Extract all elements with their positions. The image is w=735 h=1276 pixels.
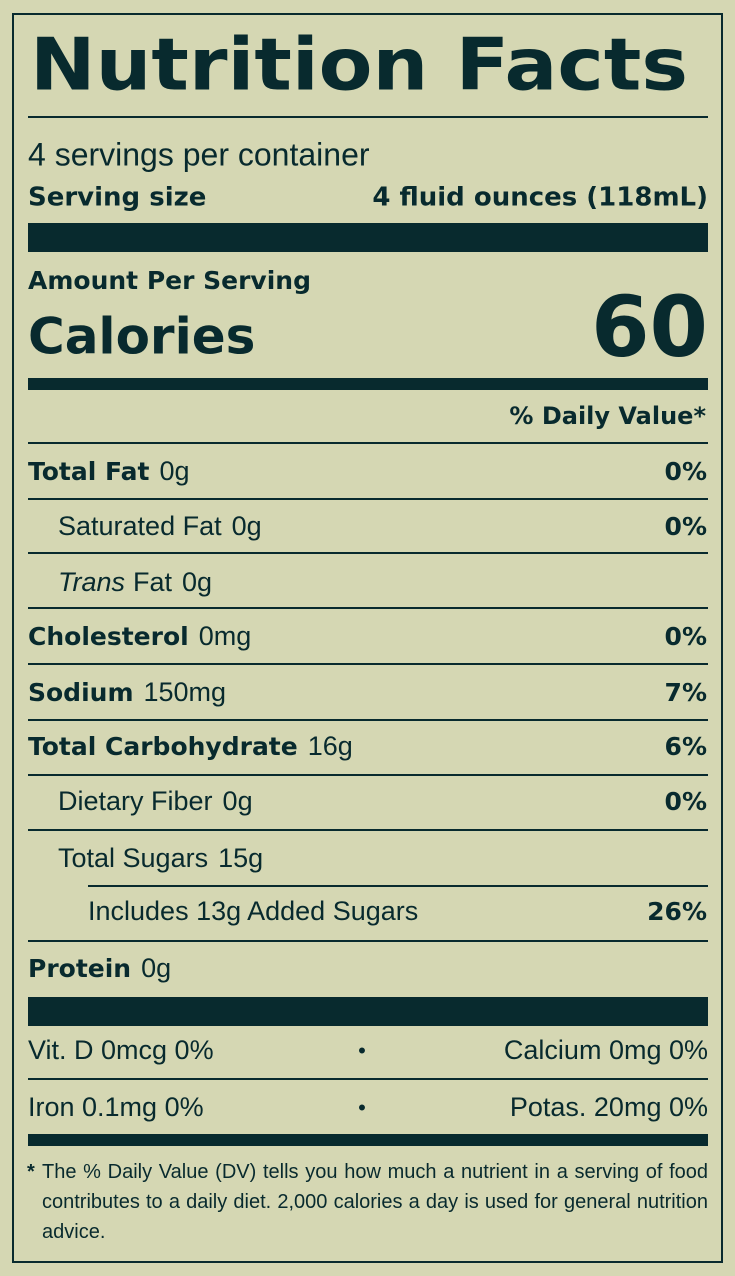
- serving-size-value: 4 fluid ounces (118mL): [372, 183, 708, 213]
- nutrient-amount: 16g: [308, 731, 353, 761]
- rule: [28, 552, 708, 554]
- nutrient-name: Cholesterol: [28, 622, 189, 651]
- servings: 4 servings per container: [28, 136, 370, 172]
- nutrient-amount: 0g: [141, 953, 171, 983]
- rule: [88, 885, 708, 887]
- footnote-marker: *: [27, 1161, 35, 1183]
- nutrient-name: Total Sugars: [58, 843, 208, 873]
- nutrient-name: Protein: [28, 954, 131, 983]
- nutrient-row: Saturated Fat 0g: [58, 511, 262, 541]
- thick-bar: [28, 223, 708, 252]
- nutrient-row: Includes 13g Added Sugars: [88, 896, 418, 926]
- nutrient-name: Sodium: [28, 678, 134, 707]
- daily-value-header: % Daily Value*: [509, 402, 706, 430]
- rule: [28, 607, 708, 609]
- daily-value: 6%: [665, 732, 707, 761]
- title: Nutrition Facts: [30, 23, 688, 107]
- rule: [28, 663, 708, 665]
- nutrient-name: Total Fat: [28, 457, 149, 486]
- nutrient-amount: 0g: [182, 567, 212, 597]
- medium-bar: [28, 1134, 708, 1146]
- nutrient-amount: 0g: [232, 511, 262, 541]
- nutrient-row: Protein 0g: [28, 953, 171, 983]
- vitamin-right: Potas. 20mg 0%: [510, 1092, 708, 1122]
- calories-label: Calories: [28, 308, 255, 366]
- daily-value: 7%: [665, 678, 707, 707]
- rule: [28, 1078, 708, 1080]
- rule: [28, 940, 708, 942]
- daily-value: 0%: [665, 457, 707, 486]
- nutrient-name-italic: Trans: [58, 567, 125, 597]
- nutrient-row: Trans Fat 0g: [58, 567, 212, 597]
- vitamin-left: Iron 0.1mg 0%: [28, 1092, 204, 1122]
- nutrient-row: Cholesterol 0mg: [28, 621, 251, 651]
- border: [12, 13, 723, 1263]
- nutrient-name: Fat: [133, 567, 173, 597]
- daily-value: 0%: [665, 622, 707, 651]
- daily-value: 26%: [647, 897, 707, 926]
- amount-per-serving: Amount Per Serving: [28, 266, 311, 295]
- nutrient-name: Total Carbohydrate: [28, 732, 298, 761]
- daily-value: 0%: [665, 512, 707, 541]
- nutrient-amount: 150mg: [144, 677, 227, 707]
- daily-value: 0%: [665, 787, 707, 816]
- separator: •: [358, 1038, 366, 1063]
- vitamin-right: Calcium 0mg 0%: [504, 1035, 708, 1065]
- nutrient-row: Total Sugars 15g: [58, 843, 263, 873]
- calories-value: 60: [591, 278, 708, 376]
- thick-bar: [28, 997, 708, 1026]
- nutrient-amount: 0mg: [199, 621, 252, 651]
- nutrient-amount: 0g: [223, 786, 253, 816]
- nutrient-row: Total Fat 0g: [28, 456, 189, 486]
- vitamin-left: Vit. D 0mcg 0%: [28, 1035, 214, 1065]
- nutrient-row: Dietary Fiber 0g: [58, 786, 253, 816]
- nutrient-name: Saturated Fat: [58, 511, 222, 541]
- nutrient-amount: 0g: [159, 456, 189, 486]
- nutrient-row: Total Carbohydrate 16g: [28, 731, 353, 761]
- nutrient-row: Sodium 150mg: [28, 677, 226, 707]
- separator: •: [358, 1095, 366, 1120]
- footnote: The % Daily Value (DV) tells you how muc…: [42, 1161, 708, 1243]
- rule: [28, 116, 708, 118]
- serving-size-label: Serving size: [28, 183, 206, 213]
- rule: [28, 719, 708, 721]
- rule: [28, 498, 708, 500]
- nutrient-amount: 15g: [218, 843, 263, 873]
- rule: [28, 829, 708, 831]
- nutrient-name: Includes 13g Added Sugars: [88, 896, 418, 926]
- rule: [28, 774, 708, 776]
- medium-bar: [28, 378, 708, 390]
- nutrient-name: Dietary Fiber: [58, 786, 213, 816]
- rule: [28, 442, 708, 444]
